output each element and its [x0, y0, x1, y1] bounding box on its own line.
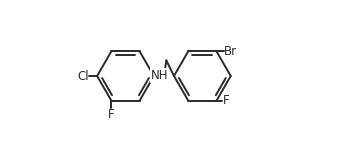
Text: Cl: Cl [77, 69, 89, 83]
Text: F: F [223, 94, 230, 107]
Text: Br: Br [224, 45, 237, 58]
Text: NH: NH [151, 69, 168, 82]
Text: F: F [108, 108, 115, 121]
